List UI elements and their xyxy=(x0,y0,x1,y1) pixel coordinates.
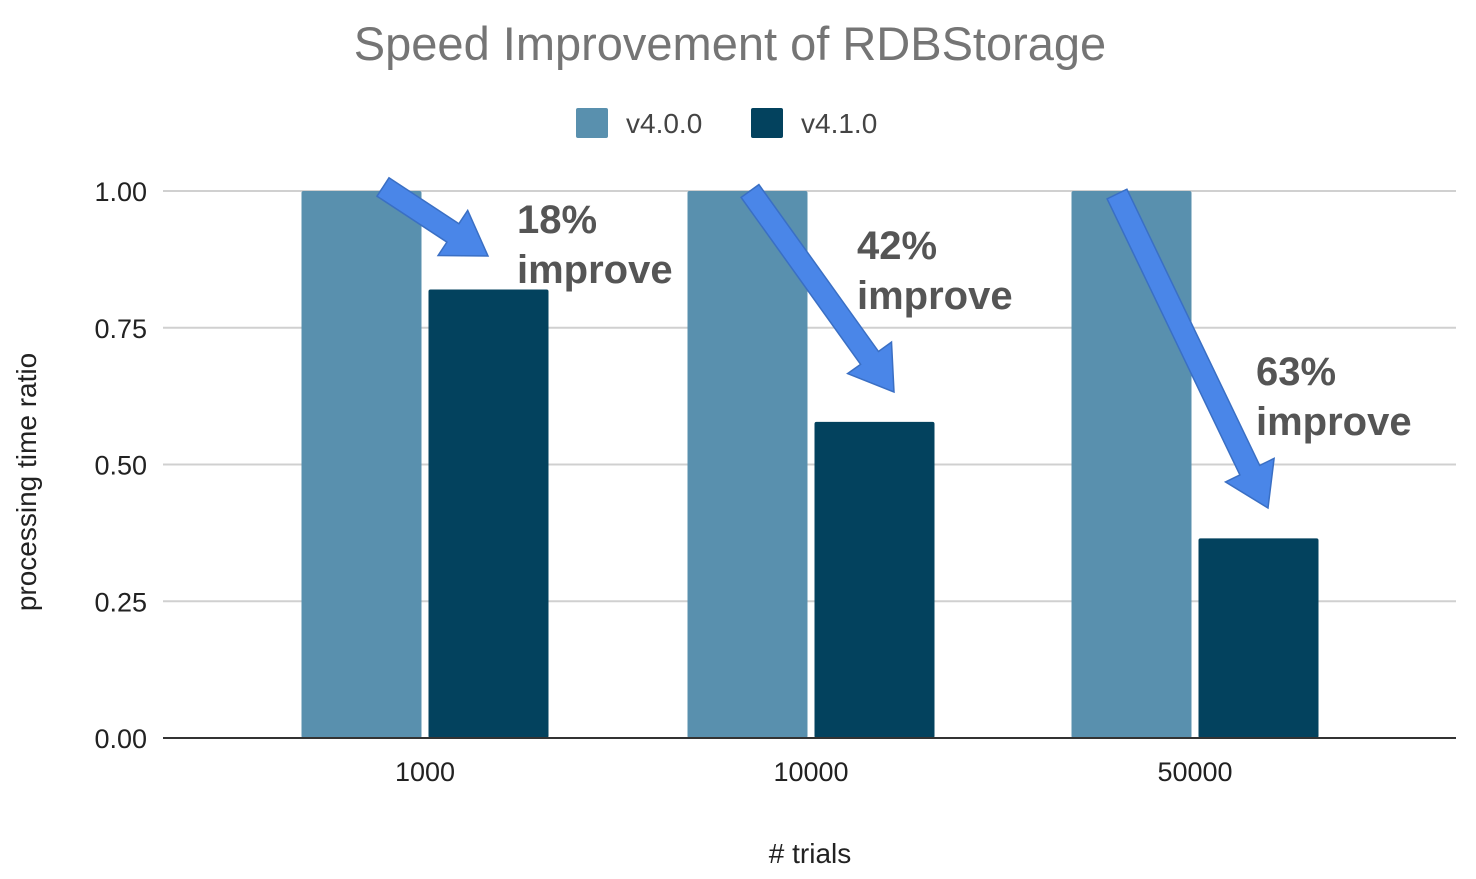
y-tick-label: 0.75 xyxy=(94,314,147,344)
bar-v4-0-0-1000 xyxy=(301,191,422,738)
annotation-arrow xyxy=(1106,188,1276,510)
annotation-improve: improve xyxy=(857,274,1013,318)
y-axis-ticks: 0.00 0.25 0.50 0.75 1.00 xyxy=(94,177,147,754)
bar-v4-1-0-1000 xyxy=(428,289,549,738)
legend-label-v4-0-0: v4.0.0 xyxy=(626,108,702,139)
legend-swatch-v4-1-0 xyxy=(751,108,783,138)
x-tick-label: 1000 xyxy=(395,757,455,787)
legend-label-v4-1-0: v4.1.0 xyxy=(801,108,877,139)
annotation-improve: improve xyxy=(517,248,673,292)
legend-swatch-v4-0-0 xyxy=(576,108,608,138)
annotation-arrow xyxy=(375,176,490,257)
x-axis-label: # trials xyxy=(769,838,851,869)
y-tick-label: 0.50 xyxy=(94,451,147,481)
annotation-percent: 42% xyxy=(857,224,937,268)
y-tick-label: 0.00 xyxy=(94,724,147,754)
annotation-improve: improve xyxy=(1256,400,1412,444)
annotations: 18% improve 42% improve 63% improve xyxy=(517,198,1412,444)
x-tick-label: 50000 xyxy=(1157,757,1232,787)
bar-v4-1-0-10000 xyxy=(814,421,935,738)
y-tick-label: 1.00 xyxy=(94,177,147,207)
y-tick-label: 0.25 xyxy=(94,587,147,617)
bars xyxy=(301,191,1319,738)
annotation-arrows xyxy=(375,176,1276,510)
chart-title: Speed Improvement of RDBStorage xyxy=(354,17,1106,70)
annotation-arrow xyxy=(740,183,895,394)
bar-v4-0-0-10000 xyxy=(687,191,808,738)
annotation-percent: 18% xyxy=(517,198,597,242)
x-axis-ticks: 1000 10000 50000 xyxy=(395,757,1233,787)
annotation-percent: 63% xyxy=(1256,350,1336,394)
y-axis-label: processing time ratio xyxy=(11,353,42,611)
legend: v4.0.0 v4.1.0 xyxy=(576,108,877,139)
x-tick-label: 10000 xyxy=(773,757,848,787)
bar-v4-0-0-50000 xyxy=(1071,191,1192,738)
bar-v4-1-0-50000 xyxy=(1198,538,1319,738)
